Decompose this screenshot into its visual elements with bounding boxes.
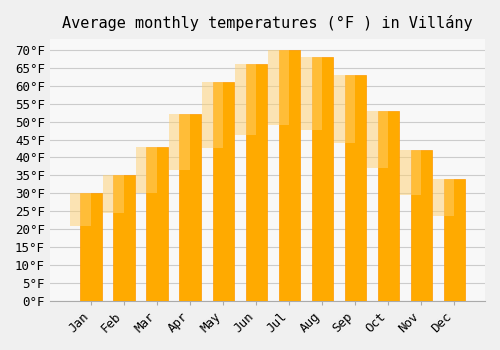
Bar (378, 111, 399, 301)
Bar (301, 57, 322, 130)
Bar (212, 82, 234, 301)
Bar (334, 75, 355, 143)
Bar (278, 50, 300, 301)
Bar (202, 82, 223, 148)
Title: Average monthly temperatures (°F ) in Villány: Average monthly temperatures (°F ) in Vi… (62, 15, 472, 31)
Bar (80, 193, 102, 301)
Bar (102, 175, 124, 213)
Bar (444, 179, 465, 301)
Bar (344, 75, 366, 301)
Bar (235, 64, 256, 135)
Bar (70, 193, 91, 225)
Bar (146, 147, 168, 301)
Bar (180, 114, 201, 301)
Bar (433, 179, 454, 216)
Bar (246, 64, 267, 301)
Bar (410, 150, 432, 301)
Bar (312, 57, 333, 301)
Bar (136, 147, 157, 193)
Bar (114, 175, 135, 301)
Bar (367, 111, 388, 168)
Bar (268, 50, 289, 125)
Bar (168, 114, 190, 170)
Bar (400, 150, 421, 195)
